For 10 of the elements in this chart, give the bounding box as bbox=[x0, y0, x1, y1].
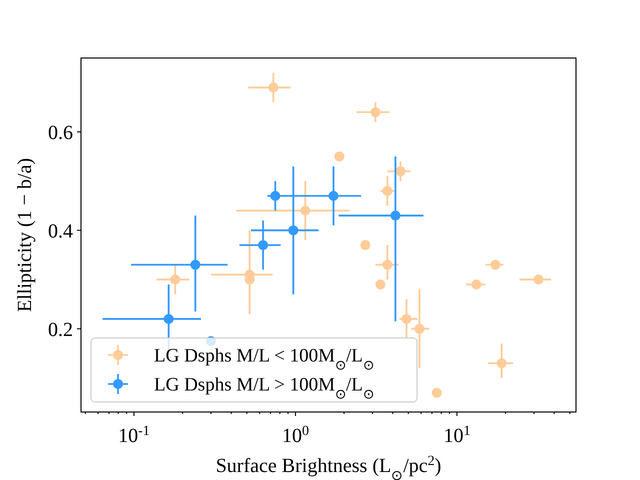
y-axis-title: Ellipticity (1 − b/a) bbox=[14, 158, 36, 312]
y-tick-label: 0.6 bbox=[48, 122, 73, 144]
x-tick-label: 10$^{0}$ bbox=[282, 424, 309, 447]
legend-label: LG Dsphs M/L < 100M$_{⊙}$/L$_{⊙}$ bbox=[154, 346, 374, 372]
y-tick-label: 0.2 bbox=[48, 318, 73, 341]
x-axis-title: Surface Brightness (L$_{⊙}$/pc$^{2}$) bbox=[216, 454, 442, 480]
legend-label: LG Dsphs M/L > 100M$_{⊙}$/L$_{⊙}$ bbox=[154, 374, 374, 402]
x-tick-label: 10$^{-1}$ bbox=[118, 424, 150, 447]
y-tick-label: 0.4 bbox=[48, 220, 73, 242]
x-tick-label: 10$^{1}$ bbox=[443, 424, 470, 447]
